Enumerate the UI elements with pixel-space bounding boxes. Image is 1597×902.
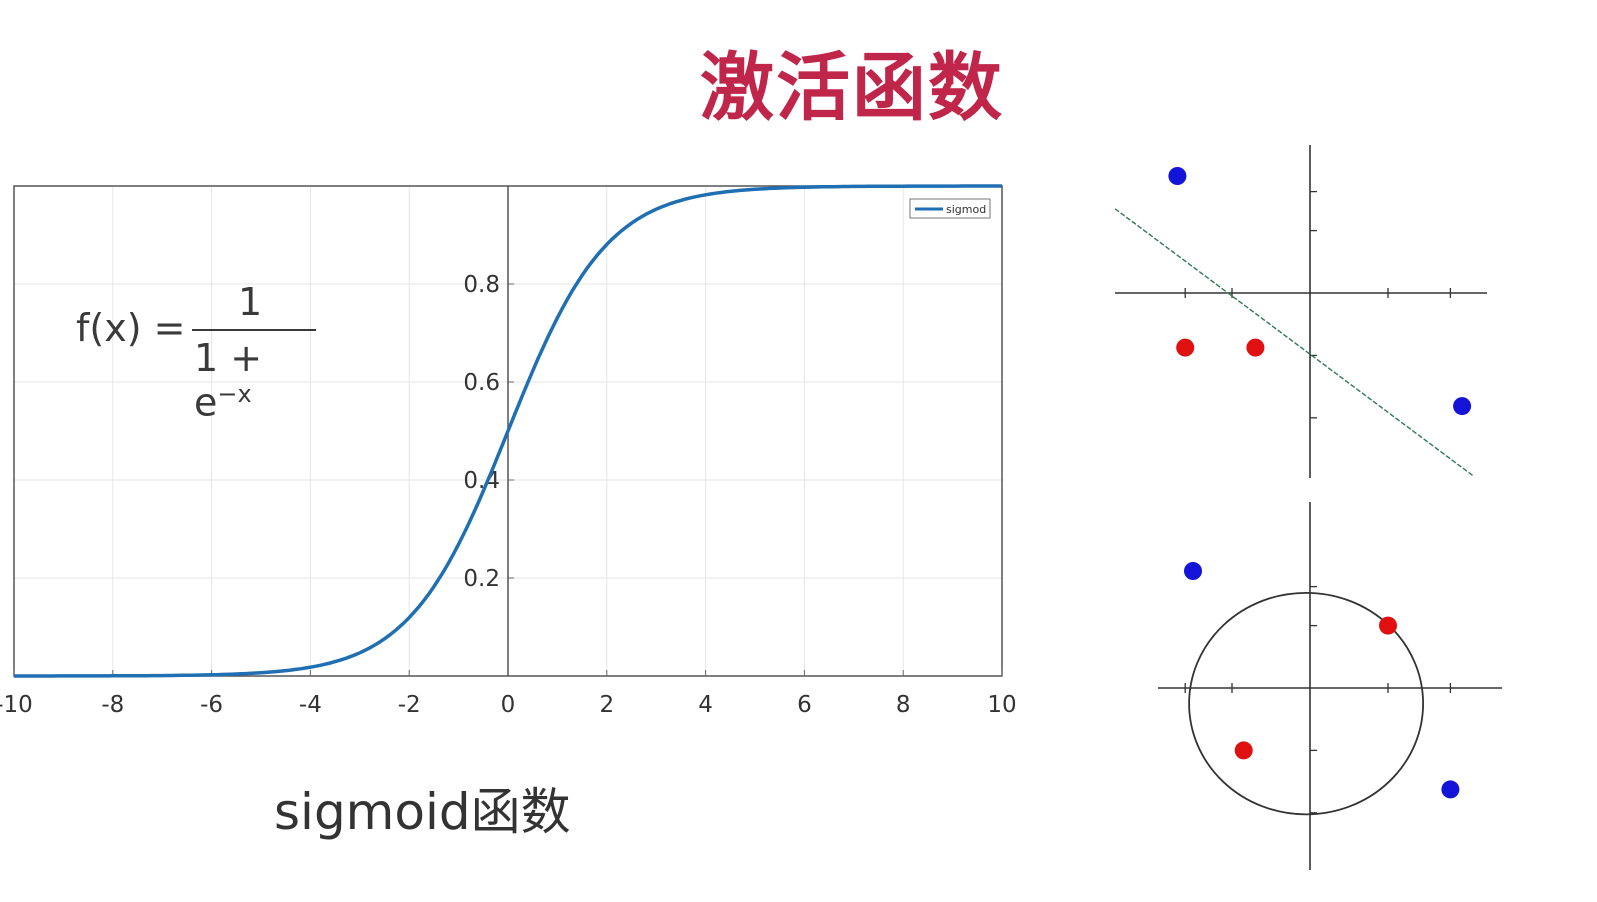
- formula-denominator-base: 1 + e: [194, 336, 263, 425]
- linear-separation-panel: [1114, 145, 1487, 478]
- x-tick-label: -10: [0, 692, 33, 718]
- sigmoid-formula: f(x) = 1 1 + e−x: [76, 280, 326, 425]
- x-tick-label: 6: [797, 692, 812, 718]
- blue-data-point: [1441, 780, 1460, 799]
- formula-numerator: 1: [238, 280, 263, 324]
- y-tick-label: 0.8: [463, 272, 500, 298]
- circular-separation-panel: [1158, 502, 1502, 870]
- legend: sigmod: [909, 198, 991, 219]
- legend-box: [909, 198, 991, 219]
- formula-denominator: 1 + e−x: [194, 336, 326, 425]
- decision-boundary-circle: [1188, 591, 1424, 816]
- blue-data-point: [1168, 167, 1187, 185]
- x-tick-label: 2: [599, 692, 614, 718]
- slide-title: 激活函数: [700, 45, 1004, 131]
- blue-data-point: [1453, 397, 1472, 416]
- decision-boundary-line: [1114, 208, 1475, 477]
- red-data-point: [1246, 338, 1265, 357]
- legend-label: sigmod: [946, 203, 986, 216]
- red-data-point: [1234, 741, 1253, 760]
- x-tick-label: -4: [299, 692, 322, 718]
- blue-data-point: [1184, 562, 1202, 580]
- formula-lhs: f(x) =: [76, 306, 186, 350]
- y-tick-label: 0.2: [463, 566, 500, 592]
- x-tick-label: -6: [200, 692, 223, 718]
- x-tick-label: 4: [698, 692, 713, 718]
- y-tick-label: 0.6: [463, 370, 500, 396]
- x-tick-label: 10: [987, 692, 1016, 718]
- red-data-point: [1379, 616, 1397, 635]
- formula-fraction-bar: [192, 329, 316, 331]
- y-tick-label: 0.4: [463, 468, 500, 494]
- x-tick-label: 8: [896, 692, 911, 718]
- x-tick-label: 0: [501, 692, 516, 718]
- red-data-point: [1176, 338, 1195, 357]
- x-tick-label: -8: [101, 692, 124, 718]
- chart-caption: sigmoid函数: [274, 783, 571, 841]
- formula-exponent: −x: [217, 380, 252, 408]
- sigmoid-tick-labels: -10 -8 -6 -4 -2 0 2 4 6 8 10 0.2 0.4 0.6 0.8: [0, 272, 1017, 718]
- x-tick-label: -2: [398, 692, 421, 718]
- sigmoid-curve: [14, 184, 1002, 678]
